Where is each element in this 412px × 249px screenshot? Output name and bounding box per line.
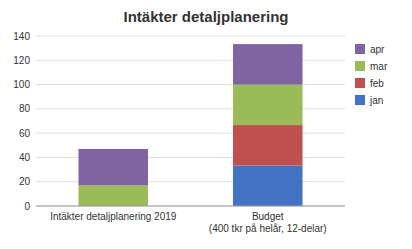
bar-segment <box>78 149 148 185</box>
y-tick-label: 0 <box>24 201 30 212</box>
y-tick-label: 80 <box>19 103 31 114</box>
legend-label: feb <box>370 78 384 89</box>
x-axis-line <box>36 206 345 207</box>
chart-svg: Intäkter detaljplanering 0 20 40 60 80 100 120 1… <box>0 0 412 249</box>
legend: apr mar feb jan <box>355 44 388 106</box>
grid-line <box>36 36 345 37</box>
legend-swatch <box>355 61 365 71</box>
x-tick-label: Budget(400 tkr på helår, 12-delar) <box>209 211 327 234</box>
legend-label: apr <box>370 44 385 55</box>
grid <box>36 36 345 206</box>
y-tick-label: 20 <box>19 176 31 187</box>
chart-title: Intäkter detaljplanering <box>123 8 288 25</box>
y-tick-label: 100 <box>13 79 30 90</box>
legend-swatch <box>355 44 365 54</box>
bar-segment <box>233 166 303 206</box>
chart-container: Intäkter detaljplanering 0 20 40 60 80 100 120 1… <box>0 0 412 249</box>
bar-segment <box>233 125 303 165</box>
bar-segment <box>78 185 148 206</box>
legend-label: jan <box>369 95 383 106</box>
x-tick-label: Intäkter detaljplanering 2019 <box>50 211 177 222</box>
legend-swatch <box>355 95 365 105</box>
legend-swatch <box>355 78 365 88</box>
y-tick-label: 120 <box>13 55 30 66</box>
bar-segment <box>233 85 303 125</box>
y-tick-label: 140 <box>13 31 30 42</box>
bars <box>78 44 302 206</box>
y-tick-label: 60 <box>19 128 31 139</box>
bar-segment <box>233 44 303 84</box>
grid-line <box>36 206 345 207</box>
y-tick-label: 40 <box>19 152 31 163</box>
legend-label: mar <box>370 61 388 72</box>
